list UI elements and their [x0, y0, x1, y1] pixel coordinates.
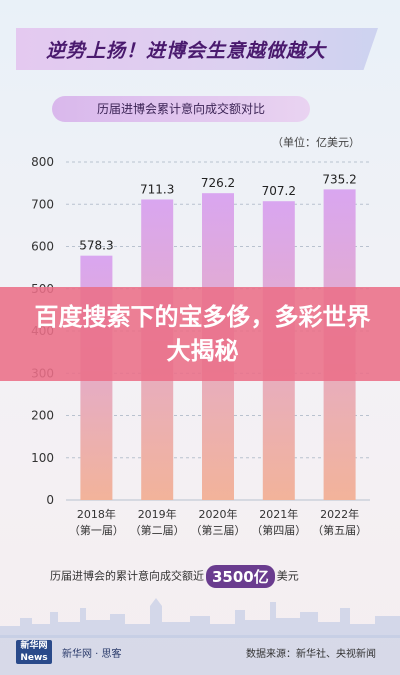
footer-bar — [0, 635, 400, 675]
data-source: 数据来源：新华社、央视新闻 — [246, 649, 376, 660]
x-tick-session: （第一届） — [69, 523, 124, 537]
unit-label: （单位：亿美元） — [272, 136, 360, 149]
x-tick-session: （第四届） — [251, 523, 306, 537]
bar-value-label: 726.2 — [201, 176, 235, 190]
y-tick-label: 200 — [31, 409, 54, 423]
footer-note-prefix: 历届进博会的累计意向成交额近 — [50, 569, 204, 583]
overlay-headline: 百度搜索下的宝多侈，多彩世界大揭秘 — [34, 303, 371, 365]
bar-value-label: 707.2 — [262, 184, 296, 198]
footer-note: 历届进博会的累计意向成交额近 3500亿 美元 — [50, 565, 299, 588]
bar-value-label: 735.2 — [322, 172, 356, 186]
xinhua-logo: 新华网 News — [16, 640, 52, 664]
x-tick-year: 2018年 — [77, 507, 116, 521]
x-tick-year: 2022年 — [320, 507, 359, 521]
y-tick-label: 800 — [31, 155, 54, 169]
y-tick-label: 700 — [31, 197, 54, 211]
bar-chart: 0100200300400500600700800 578.32018年（第一届… — [31, 155, 370, 537]
x-tick-session: （第三届） — [191, 523, 246, 537]
footer-note-value: 3500亿 — [206, 565, 275, 588]
y-tick-label: 100 — [31, 451, 54, 465]
chart-subtitle: 历届进博会累计意向成交额对比 — [52, 96, 310, 122]
overlay-banner — [0, 287, 400, 381]
bar-value-label: 578.3 — [79, 239, 113, 253]
y-tick-label: 0 — [46, 493, 54, 507]
title-banner — [16, 28, 378, 70]
x-tick-session: （第二届） — [130, 523, 185, 537]
y-tick-label: 600 — [31, 240, 54, 254]
x-tick-year: 2020年 — [199, 507, 238, 521]
city-skyline-illustration — [0, 598, 400, 638]
footer-note-suffix: 美元 — [276, 569, 299, 583]
x-tick-session: （第五届） — [312, 523, 367, 537]
page-title: 逆势上扬！进博会生意越做越大 — [46, 40, 327, 62]
x-tick-year: 2019年 — [138, 507, 177, 521]
x-tick-year: 2021年 — [259, 507, 298, 521]
brand-name: 新华网 · 思客 — [62, 649, 122, 660]
bar-value-label: 711.3 — [140, 182, 174, 196]
